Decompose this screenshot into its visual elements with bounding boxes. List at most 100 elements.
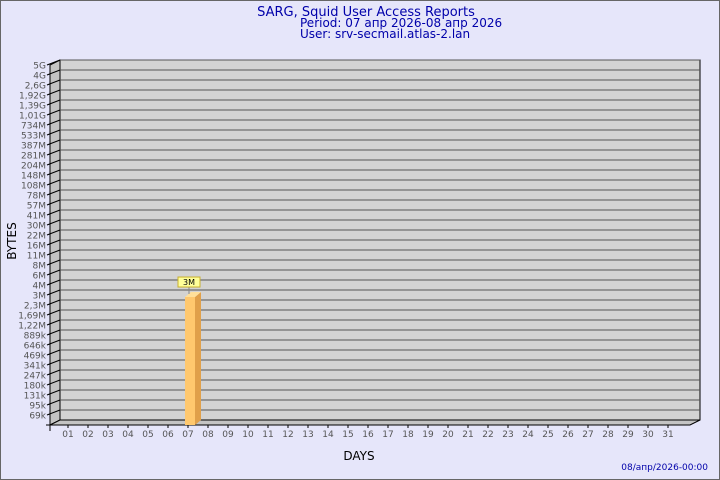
y-tick-label: 41M: [27, 212, 46, 222]
y-tick: [46, 359, 61, 366]
y-tick-label: 11M: [27, 252, 46, 262]
y-tick-label: 3M: [33, 292, 47, 302]
y-tick-label: 2,6G: [25, 82, 46, 92]
y-tick: [46, 289, 61, 296]
x-tick-label: 09: [222, 430, 234, 440]
y-tick: [46, 369, 61, 376]
y-tick-label: 341k: [24, 362, 47, 372]
y-tick: [46, 409, 61, 416]
y-tick-label: 5G: [33, 62, 46, 72]
x-tick-label: 10: [242, 430, 254, 440]
y-tick-label: 281M: [21, 152, 46, 162]
y-tick-label: 8M: [33, 262, 47, 272]
y-tick: [46, 189, 61, 196]
chart-subtitle-user: User: srv-secmail.atlas-2.lan: [300, 27, 470, 41]
y-tick-label: 1,22M: [18, 322, 46, 332]
y-tick-label: 2,3M: [24, 302, 46, 312]
bar-top: [185, 292, 201, 298]
y-tick-label: 16M: [27, 242, 46, 252]
x-tick-label: 16: [362, 430, 374, 440]
x-tick-label: 06: [162, 430, 174, 440]
y-tick-label: 148M: [21, 172, 46, 182]
bar: [185, 297, 195, 425]
y-tick: [46, 159, 61, 166]
x-tick-label: 30: [642, 430, 654, 440]
y-tick-label: 131k: [24, 392, 47, 402]
chart-subtitle-period: Period: 07 апр 2026-08 апр 2026: [300, 16, 502, 30]
chart-title: SARG, Squid User Access Reports: [257, 5, 475, 20]
y-tick: [46, 349, 61, 356]
x-tick-label: 25: [542, 430, 553, 440]
y-tick-label: 30M: [27, 222, 46, 232]
y-tick-label: 204M: [21, 162, 46, 172]
y-tick: [46, 179, 61, 186]
x-tick-label: 14: [322, 430, 334, 440]
y-tick: [46, 239, 61, 246]
y-tick: [46, 89, 61, 96]
y-tick-label: 1,01G: [19, 112, 46, 122]
footer-date: 08/апр/2026-00:00: [621, 463, 708, 473]
y-tick-label: 4M: [33, 282, 47, 292]
y-tick: [46, 379, 61, 386]
x-tick-label: 03: [102, 430, 113, 440]
y-tick: [46, 269, 61, 276]
y-tick: [46, 99, 61, 106]
x-tick-label: 12: [282, 430, 293, 440]
x-tick-label: 08: [202, 430, 214, 440]
y-tick: [46, 119, 61, 126]
y-tick: [46, 109, 61, 116]
x-tick-label: 22: [482, 430, 493, 440]
x-tick-label: 18: [402, 430, 414, 440]
y-tick: [46, 309, 61, 316]
y-tick-label: 1,69M: [18, 312, 46, 322]
y-tick: [46, 339, 61, 346]
y-tick: [46, 319, 61, 326]
y-tick: [46, 219, 61, 226]
y-tick-label: 108M: [21, 182, 46, 192]
y-tick-label: 4G: [33, 72, 46, 82]
y-tick-label: 387M: [21, 142, 46, 152]
data-label-box: [177, 276, 201, 288]
x-tick-label: 02: [82, 430, 93, 440]
y-tick-label: 1,39G: [19, 102, 46, 112]
y-tick: [46, 149, 61, 156]
x-tick-label: 21: [462, 430, 473, 440]
x-tick-label: 28: [602, 430, 614, 440]
y-axis-label: BYTES: [5, 222, 19, 259]
y-tick: [46, 259, 61, 266]
x-tick-label: 20: [442, 430, 454, 440]
data-label: 3M: [183, 278, 195, 287]
y-tick-label: 95k: [29, 402, 46, 412]
x-tick-label: 29: [622, 430, 634, 440]
y-tick: [46, 139, 61, 146]
x-tick-label: 04: [122, 430, 134, 440]
x-tick-label: 26: [562, 430, 574, 440]
x-tick-label: 13: [302, 430, 313, 440]
y-tick: [46, 299, 61, 306]
x-tick-label: 17: [382, 430, 393, 440]
y-tick-label: 6M: [33, 272, 47, 282]
y-tick: [46, 79, 61, 86]
y-tick: [46, 229, 61, 236]
plot-floor: [49, 419, 701, 426]
y-tick: [46, 59, 61, 66]
y-tick-label: 646k: [24, 342, 47, 352]
y-tick-label: 78M: [27, 192, 46, 202]
y-tick-label: 1,92G: [19, 92, 46, 102]
y-tick-label: 469k: [24, 352, 47, 362]
y-tick-label: 22M: [27, 232, 46, 242]
y-tick: [46, 129, 61, 136]
y-tick-label: 734M: [21, 122, 46, 132]
x-tick-label: 15: [342, 430, 353, 440]
x-tick-label: 27: [582, 430, 593, 440]
y-tick-label: 889k: [24, 332, 47, 342]
x-tick-label: 11: [262, 430, 273, 440]
y-tick-label: 533M: [21, 132, 46, 142]
y-tick: [46, 169, 61, 176]
y-tick: [46, 389, 61, 396]
x-tick-label: 07: [182, 430, 193, 440]
y-tick: [46, 69, 61, 76]
y-tick: [46, 399, 61, 406]
x-tick-label: 31: [662, 430, 673, 440]
